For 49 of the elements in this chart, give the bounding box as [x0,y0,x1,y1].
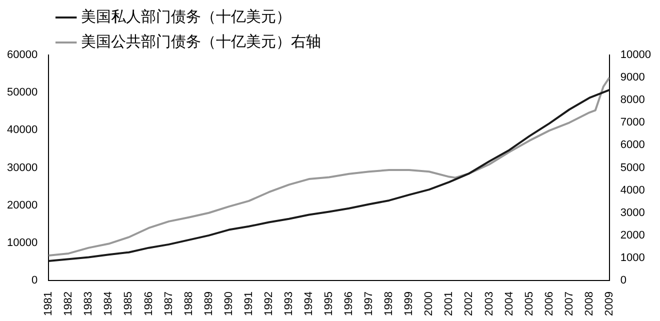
x-tick-label: 1991 [242,292,255,316]
y-tick-label: 40000 [6,124,38,136]
x-tick-label: 1985 [122,292,135,316]
x-tick-label: 1996 [343,292,356,316]
x-tick-label: 2004 [503,292,516,316]
x-tick-label: 2007 [563,292,576,316]
y2-tick-label: 10000 [620,49,652,62]
legend-label: 美国公共部门债务（十亿美元）右轴 [81,32,322,50]
y-tick-label: 50000 [6,86,38,99]
y-tick-label: 20000 [6,199,38,212]
x-tick-label: 1992 [262,292,275,316]
y2-tick-label: 4000 [620,184,645,196]
x-tick-label: 1983 [82,292,95,316]
x-tick-label: 1984 [102,292,115,316]
y-tick-label: 60000 [6,49,38,62]
x-tick-label: 2009 [603,292,616,316]
x-tick-label: 1989 [202,292,215,316]
x-tick-label: 1987 [162,292,175,316]
x-tick-label: 2003 [483,292,496,316]
y-tick-label: 30000 [6,162,38,174]
x-tick-label: 2005 [523,292,536,316]
y2-tick-label: 1000 [620,252,645,264]
x-tick-label: 1995 [323,292,336,316]
x-tick-label: 2008 [583,292,596,316]
x-tick-label: 1997 [363,292,376,316]
y2-tick-label: 6000 [620,139,645,152]
x-tick-label: 2006 [543,292,556,316]
y2-tick-label: 0 [620,274,627,287]
y-tick-label: 10000 [6,236,38,249]
x-tick-label: 1988 [182,292,195,316]
x-tick-label: 1994 [303,292,315,316]
y2-tick-label: 2000 [620,229,645,242]
x-tick-label: 2000 [423,292,436,316]
y2-tick-label: 5000 [620,162,645,174]
x-tick-label: 1981 [42,292,55,316]
x-tick-label: 1990 [222,292,235,316]
x-tick-label: 1993 [282,292,295,316]
x-tick-label: 2001 [443,292,456,316]
y-tick-label: 0 [31,274,38,287]
y2-tick-label: 7000 [620,116,645,129]
x-tick-label: 1998 [383,292,396,316]
x-tick-label: 1982 [62,292,75,316]
legend-label: 美国私人部门债务（十亿美元） [81,7,292,26]
y2-tick-label: 3000 [620,206,645,219]
y2-tick-label: 9000 [620,72,645,84]
y2-tick-label: 8000 [620,94,645,106]
x-tick-label: 1999 [403,292,416,316]
x-tick-label: 2002 [463,292,476,316]
x-tick-label: 1986 [142,292,155,316]
